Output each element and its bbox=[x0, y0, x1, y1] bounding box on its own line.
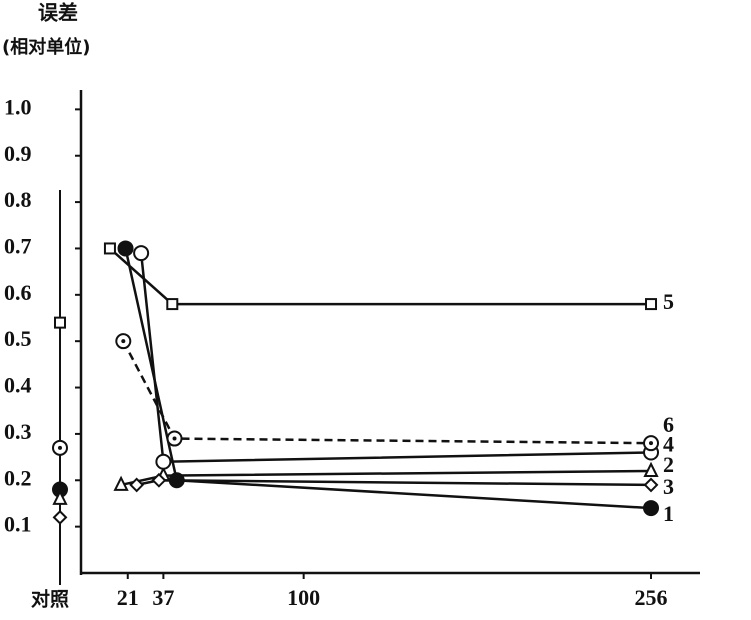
marker bbox=[103, 242, 116, 255]
marker bbox=[166, 298, 179, 311]
series-label: 5 bbox=[663, 289, 674, 314]
x-tick-label: 256 bbox=[635, 585, 668, 610]
control-label: 对照 bbox=[31, 588, 69, 611]
y-tick-label: 0.9 bbox=[4, 141, 32, 166]
y-tick-label: 1.0 bbox=[4, 94, 32, 119]
marker bbox=[133, 245, 150, 262]
series-line bbox=[109, 247, 652, 306]
marker bbox=[643, 477, 659, 493]
marker-dot bbox=[58, 445, 62, 450]
marker bbox=[151, 472, 167, 488]
marker-dot bbox=[121, 339, 126, 344]
x-tick-label: 100 bbox=[287, 585, 320, 610]
marker bbox=[129, 477, 145, 493]
series-label: 3 bbox=[663, 474, 674, 499]
marker bbox=[155, 453, 172, 470]
series-label: 4 bbox=[663, 432, 674, 457]
marker bbox=[54, 316, 66, 329]
marker-dot bbox=[172, 436, 177, 441]
x-tick-label: 21 bbox=[117, 585, 139, 610]
series-label: 2 bbox=[663, 452, 674, 477]
marker-dot bbox=[649, 441, 654, 446]
series-line bbox=[122, 340, 652, 445]
series-label: 6 bbox=[663, 412, 674, 437]
y-tick-label: 0.1 bbox=[4, 512, 32, 537]
y-tick-label: 0.3 bbox=[4, 419, 32, 444]
marker bbox=[643, 500, 660, 517]
y-tick-label: 0.6 bbox=[4, 280, 32, 305]
series-line bbox=[124, 248, 652, 510]
y-axis-title: 误差 bbox=[38, 1, 78, 25]
y-axis-subtitle: (相对单位) bbox=[2, 36, 90, 58]
series-line bbox=[139, 252, 652, 463]
y-tick-label: 0.8 bbox=[4, 187, 32, 212]
y-tick-label: 0.2 bbox=[4, 465, 32, 490]
y-tick-label: 0.4 bbox=[4, 373, 32, 398]
x-tick-label: 37 bbox=[152, 585, 174, 610]
marker bbox=[113, 475, 129, 491]
marker bbox=[52, 489, 68, 505]
y-tick-label: 0.5 bbox=[4, 326, 32, 351]
y-tick-label: 0.7 bbox=[4, 234, 32, 259]
marker bbox=[117, 240, 134, 257]
marker bbox=[645, 298, 658, 311]
series-label: 1 bbox=[663, 501, 674, 526]
marker bbox=[643, 461, 659, 477]
marker bbox=[52, 509, 68, 525]
